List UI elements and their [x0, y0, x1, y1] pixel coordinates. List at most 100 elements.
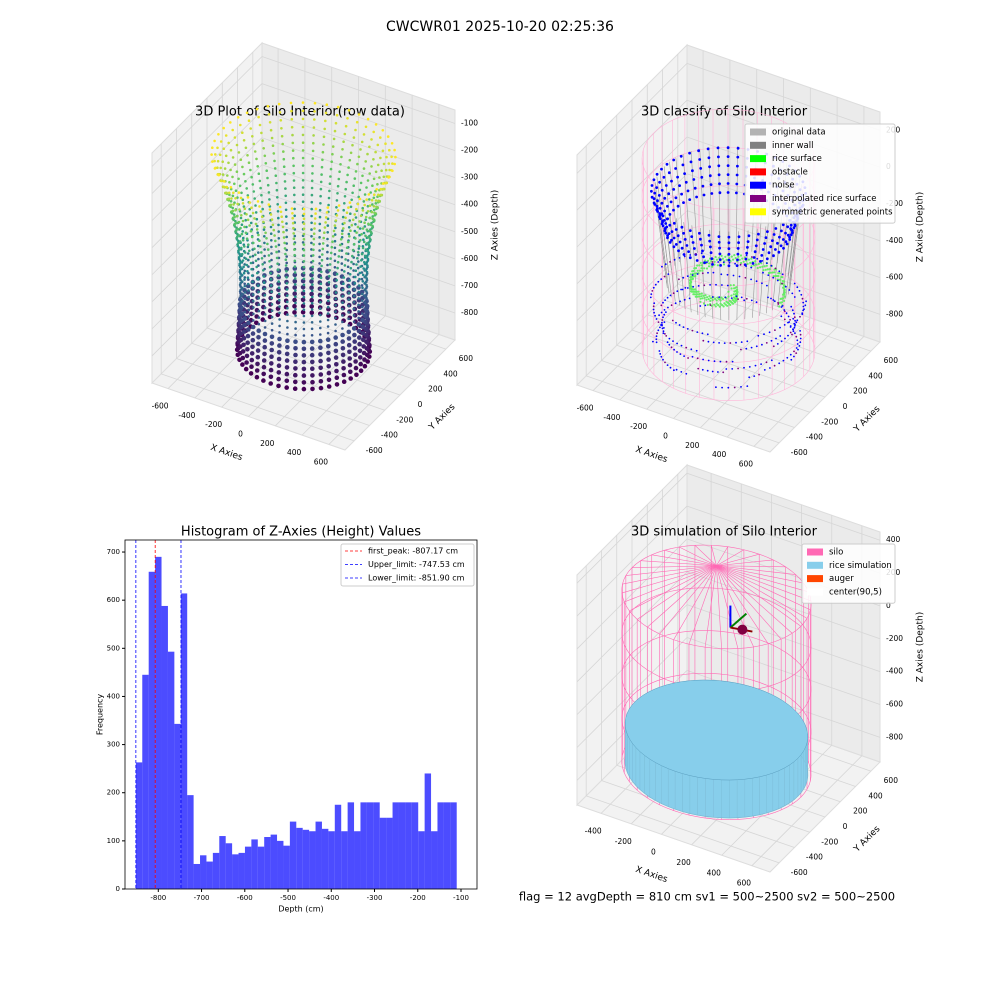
cloud-point	[318, 229, 322, 232]
cloud-point	[354, 237, 357, 240]
cloud-point	[313, 227, 316, 230]
cloud-point	[334, 303, 338, 307]
cloud-point	[319, 187, 323, 191]
cloud-point	[696, 269, 699, 272]
wire	[752, 228, 758, 318]
wire	[806, 330, 810, 335]
cloud-point	[717, 304, 720, 307]
wire	[758, 319, 766, 322]
cloud-point	[790, 305, 793, 308]
cloud-point	[766, 230, 769, 234]
cloud-point	[267, 314, 273, 320]
cloud-point	[691, 355, 694, 358]
cloud-point	[762, 271, 764, 274]
cloud-point	[662, 358, 664, 361]
cloud-point	[292, 285, 298, 290]
cloud-point	[302, 283, 306, 287]
cloud-point	[683, 355, 685, 357]
cloud-point	[361, 174, 364, 178]
wire	[704, 565, 717, 648]
cloud-point	[357, 341, 362, 347]
wire	[643, 166, 646, 172]
legend-swatch	[750, 195, 766, 202]
cloud-point	[727, 264, 731, 268]
cloud-point	[789, 223, 793, 227]
cloud-point	[718, 342, 720, 344]
cloud-point	[719, 302, 722, 305]
cloud-point	[249, 214, 252, 218]
wire	[632, 657, 638, 663]
cloud-point	[749, 261, 752, 264]
wire	[632, 614, 638, 620]
cloud-point	[335, 113, 339, 117]
cloud-point	[318, 215, 322, 219]
wire	[784, 348, 791, 352]
cloud-point	[276, 376, 281, 382]
cloud-point	[663, 313, 666, 316]
wire	[671, 674, 680, 677]
cloud-point	[368, 229, 371, 233]
cloud-point	[686, 328, 689, 330]
cloud-point	[753, 250, 757, 254]
cloud-point	[270, 303, 274, 306]
cloud-point	[691, 277, 695, 280]
wire	[644, 285, 648, 291]
legend-label: Upper_limit: -747.53 cm	[368, 560, 465, 569]
cloud-point	[711, 261, 714, 263]
x-tick-label: -100	[453, 894, 469, 902]
cloud-point	[335, 214, 339, 217]
cloud-point	[301, 200, 305, 203]
cloud-point	[285, 338, 290, 344]
cloud-point	[379, 193, 383, 197]
cloud-point	[269, 232, 273, 235]
cloud-point	[284, 187, 287, 190]
cloud-point	[768, 331, 771, 334]
cloud-point	[309, 291, 314, 297]
cloud-point	[740, 386, 742, 388]
x-tick-label: -200	[205, 420, 222, 429]
cloud-point	[357, 290, 361, 294]
cloud-point	[246, 276, 250, 280]
cloud-point	[357, 284, 361, 287]
cloud-point	[302, 327, 306, 331]
cloud-point	[347, 291, 351, 295]
wire	[729, 612, 748, 629]
legend-label: auger	[829, 574, 854, 584]
cloud-point	[302, 321, 306, 324]
cloud-point	[236, 235, 239, 238]
y-axis-label: Y Axies	[852, 404, 883, 435]
cloud-point	[674, 196, 678, 200]
cloud-point	[302, 207, 306, 211]
cloud-point	[664, 263, 667, 266]
cloud-point	[668, 213, 672, 216]
wire	[662, 343, 668, 348]
cloud-point	[727, 252, 731, 256]
cloud-point	[754, 260, 757, 263]
bar	[392, 802, 399, 889]
cloud-point	[697, 149, 700, 153]
cloud-point	[344, 216, 347, 220]
wire	[666, 679, 674, 683]
cloud-point	[365, 290, 368, 293]
x-tick-label: -300	[367, 894, 383, 902]
rice-band	[797, 754, 802, 797]
wire	[649, 247, 654, 253]
cloud-point	[342, 276, 346, 279]
wire	[629, 781, 634, 787]
cloud-point	[236, 214, 239, 218]
cloud-point	[348, 285, 351, 289]
rice-band	[635, 747, 641, 790]
wire	[777, 118, 784, 122]
cloud-point	[735, 182, 739, 186]
cloud-point	[301, 109, 305, 113]
status-footer: flag = 12 avgDepth = 810 cm sv1 = 500~25…	[519, 890, 895, 904]
cloud-point	[263, 248, 266, 251]
cloud-point	[734, 262, 736, 265]
cloud-point	[342, 227, 345, 230]
cloud-point	[281, 225, 285, 229]
cloud-point	[698, 264, 701, 267]
cloud-point	[720, 254, 723, 257]
cloud-point	[255, 361, 260, 367]
grid-line	[161, 373, 355, 442]
wire	[626, 649, 630, 654]
